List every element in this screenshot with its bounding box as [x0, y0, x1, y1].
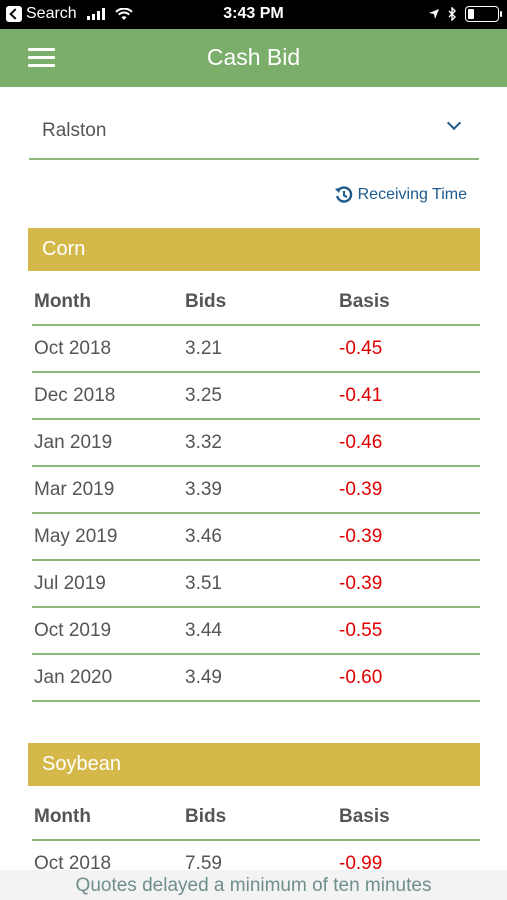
delay-notice: Quotes delayed a minimum of ten minutes [0, 870, 507, 900]
basis-cell: -0.55 [339, 619, 383, 641]
basis-cell: -0.46 [339, 431, 383, 453]
signal-icon [86, 8, 105, 20]
bid-cell: 3.32 [185, 431, 222, 453]
back-arrow-icon[interactable] [6, 6, 22, 22]
bid-cell: 3.25 [185, 384, 222, 406]
receiving-time-label: Receiving Time [357, 186, 467, 203]
chevron-down-icon[interactable] [446, 115, 462, 131]
bid-cell: 3.49 [185, 666, 222, 688]
column-header-basis: Basis [339, 805, 390, 827]
status-right [428, 6, 502, 22]
table-row: Jul 2019 3.51 -0.39 [32, 561, 480, 608]
table-row: Jan 2020 3.49 -0.60 [32, 655, 480, 702]
basis-cell: -0.99 [339, 852, 383, 874]
table-row: May 2019 3.46 -0.39 [32, 514, 480, 561]
table-row: Dec 2018 3.25 -0.41 [32, 373, 480, 420]
bid-cell: 3.46 [185, 525, 222, 547]
month-cell: Jan 2020 [34, 666, 113, 688]
bid-cell: 3.44 [185, 619, 222, 641]
carrier-label[interactable]: Search [26, 5, 77, 22]
month-cell: May 2019 [34, 525, 118, 547]
column-header-bids: Bids [185, 805, 227, 827]
status-bar: Search 3:43 PM [0, 0, 507, 29]
history-icon [334, 186, 352, 203]
page-title: Cash Bid [206, 44, 301, 70]
basis-cell: -0.45 [339, 337, 383, 359]
soybean-table: Month Bids Basis Oct 2018 7.59 -0.99 [32, 794, 480, 888]
bluetooth-icon [448, 7, 456, 21]
location-arrow-icon [429, 9, 439, 19]
month-cell: Mar 2019 [34, 478, 115, 500]
bid-cell: 7.59 [185, 852, 222, 874]
corn-table: Month Bids Basis Oct 2018 3.21 -0.45 Dec… [32, 279, 480, 702]
bid-cell: 3.21 [185, 337, 222, 359]
basis-cell: -0.39 [339, 525, 383, 547]
section-header-corn: Corn [28, 228, 480, 271]
menu-icon[interactable] [28, 48, 55, 68]
month-cell: Dec 2018 [34, 384, 116, 406]
status-time: 3:43 PM [223, 5, 284, 22]
bid-cell: 3.51 [185, 572, 222, 594]
column-header-basis: Basis [339, 290, 390, 312]
month-cell: Oct 2019 [34, 619, 112, 641]
receiving-time-button[interactable]: Receiving Time [334, 185, 467, 205]
wifi-icon [114, 7, 133, 20]
nav-bar: Cash Bid [0, 29, 507, 87]
table-row: Jan 2019 3.32 -0.46 [32, 420, 480, 467]
basis-cell: -0.39 [339, 572, 383, 594]
status-left: Search [6, 5, 133, 23]
location-select[interactable]: Ralston [29, 100, 479, 160]
table-row: Oct 2019 3.44 -0.55 [32, 608, 480, 655]
battery-icon [465, 6, 502, 22]
table-row: Mar 2019 3.39 -0.39 [32, 467, 480, 514]
basis-cell: -0.41 [339, 384, 383, 406]
column-header-month: Month [34, 290, 91, 312]
location-value: Ralston [42, 120, 107, 141]
table-row: Oct 2018 3.21 -0.45 [32, 326, 480, 373]
month-cell: Oct 2018 [34, 852, 112, 874]
month-cell: Jul 2019 [34, 572, 106, 594]
table-header-row: Month Bids Basis [32, 279, 480, 326]
basis-cell: -0.60 [339, 666, 383, 688]
basis-cell: -0.39 [339, 478, 383, 500]
column-header-bids: Bids [185, 290, 227, 312]
section-header-soybean: Soybean [28, 743, 480, 786]
bid-cell: 3.39 [185, 478, 222, 500]
month-cell: Oct 2018 [34, 337, 112, 359]
column-header-month: Month [34, 805, 91, 827]
table-header-row: Month Bids Basis [32, 794, 480, 841]
month-cell: Jan 2019 [34, 431, 113, 453]
